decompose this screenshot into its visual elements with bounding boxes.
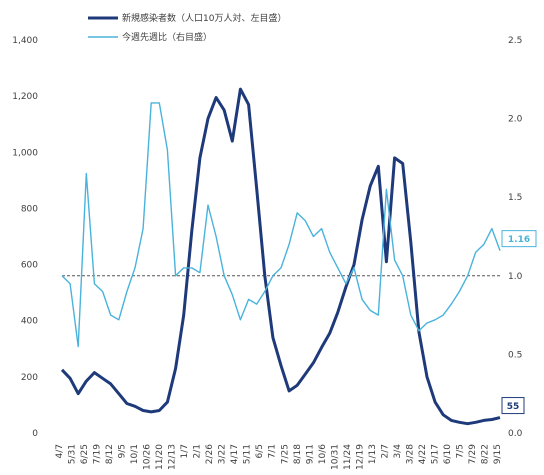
series-line-ratio xyxy=(61,102,501,348)
x-tick-label: 1/7 xyxy=(180,444,190,458)
x-tick-label: 1/13 xyxy=(368,444,378,464)
right-tick-label: 2.5 xyxy=(508,36,522,46)
callout-box xyxy=(501,397,525,415)
x-tick-label: 4/7 xyxy=(55,444,65,458)
x-tick-label: 6/10 xyxy=(443,444,453,464)
x-tick-label: 3/22 xyxy=(218,444,228,464)
x-tick-label: 8/12 xyxy=(105,444,115,464)
x-tick-label: 12/13 xyxy=(168,444,178,470)
x-tick-label: 10/1 xyxy=(130,444,140,464)
x-tick-label: 11/20 xyxy=(155,444,165,470)
x-tick-label: 6/25 xyxy=(80,444,90,464)
x-tick-label: 7/19 xyxy=(93,444,103,464)
x-tick-label: 3/4 xyxy=(393,444,403,459)
left-tick-label: 600 xyxy=(21,261,38,271)
right-tick-label: 1.5 xyxy=(508,193,522,203)
x-tick-label: 2/1 xyxy=(193,444,203,458)
x-tick-label: 2/26 xyxy=(205,444,215,464)
callout-box xyxy=(501,230,537,248)
left-tick-label: 1,200 xyxy=(12,92,38,102)
left-tick-label: 0 xyxy=(32,429,38,439)
left-tick-label: 400 xyxy=(21,317,38,327)
x-tick-label: 7/25 xyxy=(280,444,290,464)
x-tick-label: 3/28 xyxy=(405,444,415,464)
callouts: 1.16 55 xyxy=(501,230,537,415)
x-tick-label: 4/22 xyxy=(418,444,428,464)
x-tick-label: 8/18 xyxy=(293,444,303,464)
series-line-infections xyxy=(60,87,501,426)
x-axis: 4/7 5/31 6/25 7/19 8/12 9/5 10/1 10/26 11/20 12/1… xyxy=(55,444,503,470)
x-tick-label: 7/5 xyxy=(455,444,465,458)
x-tick-label: 5/31 xyxy=(68,444,78,464)
x-tick-label: 10/31 xyxy=(330,444,340,470)
right-axis: 0.0 0.5 1.0 1.5 2.0 2.5 xyxy=(508,36,523,439)
left-tick-label: 1,400 xyxy=(12,36,38,46)
plot-lines xyxy=(60,87,501,426)
x-tick-label: 5/17 xyxy=(430,444,440,464)
x-tick-label: 9/11 xyxy=(305,444,315,464)
left-tick-label: 200 xyxy=(21,373,38,383)
left-tick-label: 1,000 xyxy=(12,148,38,158)
legend: 新規感染者数（人口10万人対、左目盛） 今週先週比（右目盛） xyxy=(88,12,286,43)
x-tick-label: 2/7 xyxy=(380,444,390,458)
x-tick-label: 5/11 xyxy=(243,444,253,464)
legend-label-ratio: 今週先週比（右目盛） xyxy=(122,31,212,43)
x-tick-label: 6/5 xyxy=(255,444,265,458)
callout-label: 55 xyxy=(507,402,520,412)
left-axis: 0 200 400 600 800 1,000 1,200 1,400 xyxy=(12,36,38,439)
right-tick-label: 0.5 xyxy=(508,350,522,360)
right-tick-label: 0.0 xyxy=(508,429,523,439)
x-tick-label: 10/26 xyxy=(143,444,153,470)
legend-label-infections: 新規感染者数（人口10万人対、左目盛） xyxy=(122,12,286,24)
x-tick-label: 9/15 xyxy=(493,444,503,464)
x-tick-label: 8/22 xyxy=(480,444,490,464)
x-tick-label: 9/5 xyxy=(118,444,128,458)
left-tick-label: 800 xyxy=(21,204,38,214)
right-tick-label: 2.0 xyxy=(508,115,523,125)
callout-label: 1.16 xyxy=(508,235,530,245)
right-tick-label: 1.0 xyxy=(508,272,523,282)
x-tick-label: 10/6 xyxy=(318,444,328,464)
x-tick-label: 7/1 xyxy=(268,444,278,458)
x-tick-label: 11/24 xyxy=(343,444,353,470)
x-tick-label: 12/19 xyxy=(355,444,365,470)
x-tick-label: 7/29 xyxy=(468,444,478,464)
x-tick-label: 4/17 xyxy=(230,444,240,464)
